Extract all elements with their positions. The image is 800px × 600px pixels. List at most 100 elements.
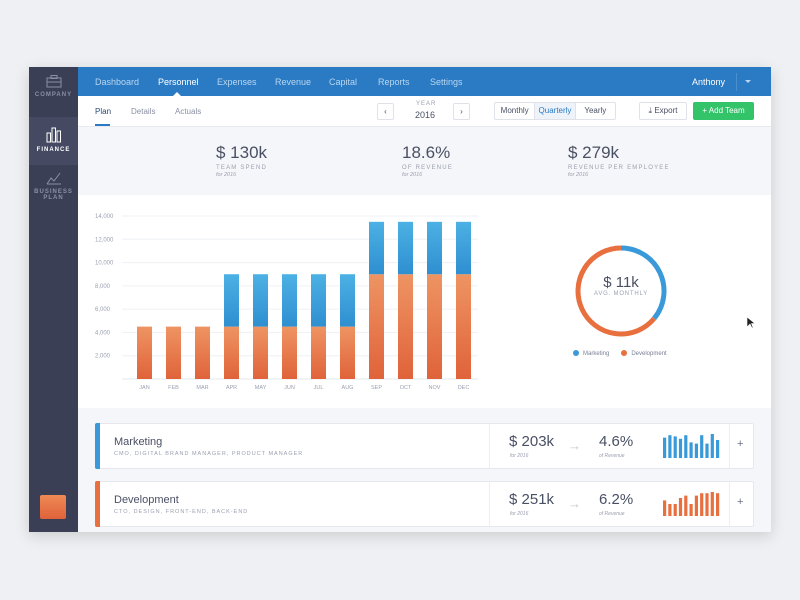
spark-bar <box>716 440 720 458</box>
x-tick-label: APR <box>226 385 237 391</box>
spark-bar <box>684 435 688 458</box>
avatar[interactable] <box>40 495 66 519</box>
mouse-cursor-icon <box>747 317 755 329</box>
team-name: Marketing <box>114 436 163 448</box>
x-tick-label: DEC <box>458 385 470 391</box>
x-tick-label: AUG <box>342 385 354 391</box>
x-tick-label: JUN <box>284 385 295 391</box>
donut-label: AVG. MONTHLY <box>593 291 649 297</box>
nav-capital[interactable]: Capital <box>329 77 358 87</box>
top-nav: Dashboard Personnel Expenses Revenue Cap… <box>78 67 771 96</box>
nav-reports[interactable]: Reports <box>378 77 410 87</box>
sidebar-item-company[interactable]: COMPANY <box>29 75 78 115</box>
sidebar-item-finance[interactable]: FINANCE <box>29 117 78 165</box>
team-pct: 4.6% <box>599 433 634 450</box>
bar-development-dec <box>456 274 471 379</box>
export-button[interactable]: ⤓ Export <box>639 102 687 120</box>
team-roles: CMO, DIGITAL BRAND MANAGER, PRODUCT MANA… <box>114 451 304 457</box>
spark-bar <box>700 493 704 516</box>
briefcase-icon <box>46 75 61 88</box>
stat-sub: for 2016 <box>402 172 423 178</box>
sparkline-development <box>663 492 720 516</box>
nav-personnel[interactable]: Personnel <box>158 77 199 87</box>
period-monthly[interactable]: Monthly <box>495 103 536 119</box>
legend-marketing: Marketing <box>573 350 609 357</box>
bar-development-sep <box>369 274 384 379</box>
tab-actuals[interactable]: Actuals <box>175 107 202 116</box>
spark-bar <box>673 436 677 458</box>
y-tick-label: 14,000 <box>95 214 114 220</box>
next-year-button[interactable]: › <box>453 103 470 120</box>
team-color-bar <box>95 423 100 469</box>
nav-revenue[interactable]: Revenue <box>275 77 312 87</box>
period-yearly[interactable]: Yearly <box>584 106 607 115</box>
nav-settings[interactable]: Settings <box>430 77 463 87</box>
divider <box>489 424 490 468</box>
divider <box>489 482 490 526</box>
team-name: Development <box>114 494 179 506</box>
donut-segment-development <box>575 245 657 337</box>
bar-development-jul <box>311 326 326 379</box>
donut-segment-marketing <box>620 245 667 321</box>
stat-value: $ 279k <box>568 143 620 162</box>
user-name[interactable]: Anthony <box>692 77 726 87</box>
chevron-down-icon[interactable] <box>745 80 751 83</box>
spark-bar <box>663 437 667 458</box>
team-row-development[interactable]: Development CTO, DESIGN, FRONT-END, BACK… <box>95 481 754 527</box>
team-pct-sub: of Revenue <box>599 453 625 459</box>
team-spend: $ 203k <box>509 433 555 450</box>
bar-development-jun <box>282 326 297 379</box>
chart-panel: 2,000 4,000 6,000 8,000 10,000 12,000 14,000 JA… <box>78 195 771 408</box>
year-value: 2016 <box>415 110 436 120</box>
bar-development-aug <box>340 326 355 379</box>
arrow-right-icon: → <box>568 438 581 453</box>
arrow-right-icon: → <box>568 496 581 511</box>
donut-legend: Marketing Development <box>573 350 667 357</box>
sidebar-item-business-plan[interactable]: BUSINESS PLAN <box>29 171 78 211</box>
team-spend-sub: for 2016 <box>510 511 529 517</box>
sidebar: COMPANY FINANCE BUSINESS PLAN <box>29 67 78 532</box>
bar-chart-icon <box>46 127 61 143</box>
nav-dashboard[interactable]: Dashboard <box>95 77 140 87</box>
stat-label: TEAM SPEND <box>216 165 268 171</box>
donut-value: $ 11k <box>603 274 639 291</box>
sub-toolbar: Plan Details Actuals ‹ YEAR 2016 › Month… <box>78 96 771 127</box>
add-team-button[interactable]: + Add Team <box>693 102 754 120</box>
x-tick-label: SEP <box>371 385 382 391</box>
team-row-marketing[interactable]: Marketing CMO, DIGITAL BRAND MANAGER, PR… <box>95 423 754 469</box>
growth-chart-icon <box>46 172 61 185</box>
divider <box>729 424 730 468</box>
team-pct: 6.2% <box>599 491 634 508</box>
tab-plan[interactable]: Plan <box>95 107 112 116</box>
bar-development-mar <box>195 326 210 379</box>
active-nav-caret <box>173 92 181 96</box>
team-color-bar <box>95 481 100 527</box>
bar-development-jan <box>137 326 152 379</box>
divider <box>729 482 730 526</box>
expand-button[interactable]: + <box>737 496 744 508</box>
bar-marketing-apr <box>224 274 239 327</box>
sidebar-label: FINANCE <box>36 147 71 153</box>
sparkline-marketing <box>663 434 720 458</box>
y-tick-label: 6,000 <box>95 307 111 313</box>
spark-bar <box>705 493 709 516</box>
period-quarterly[interactable]: Quarterly <box>535 103 576 119</box>
team-pct-sub: of Revenue <box>599 511 625 517</box>
x-tick-label: JUL <box>314 385 324 391</box>
tab-details[interactable]: Details <box>131 107 156 116</box>
expand-button[interactable]: + <box>737 438 744 450</box>
bar-marketing-jul <box>311 274 326 327</box>
y-tick-label: 4,000 <box>95 330 111 336</box>
x-tick-label: OCT <box>400 385 412 391</box>
divider <box>736 73 737 91</box>
spark-bar <box>668 435 672 458</box>
bar-marketing-oct <box>398 221 413 275</box>
spark-bar <box>668 504 672 516</box>
bar-marketing-sep <box>369 221 384 275</box>
prev-year-button[interactable]: ‹ <box>377 103 394 120</box>
spark-bar <box>710 492 714 516</box>
stat-label: OF REVENUE <box>402 165 454 171</box>
legend-development: Development <box>621 350 667 357</box>
bar-marketing-jun <box>282 274 297 327</box>
nav-expenses[interactable]: Expenses <box>217 77 257 87</box>
